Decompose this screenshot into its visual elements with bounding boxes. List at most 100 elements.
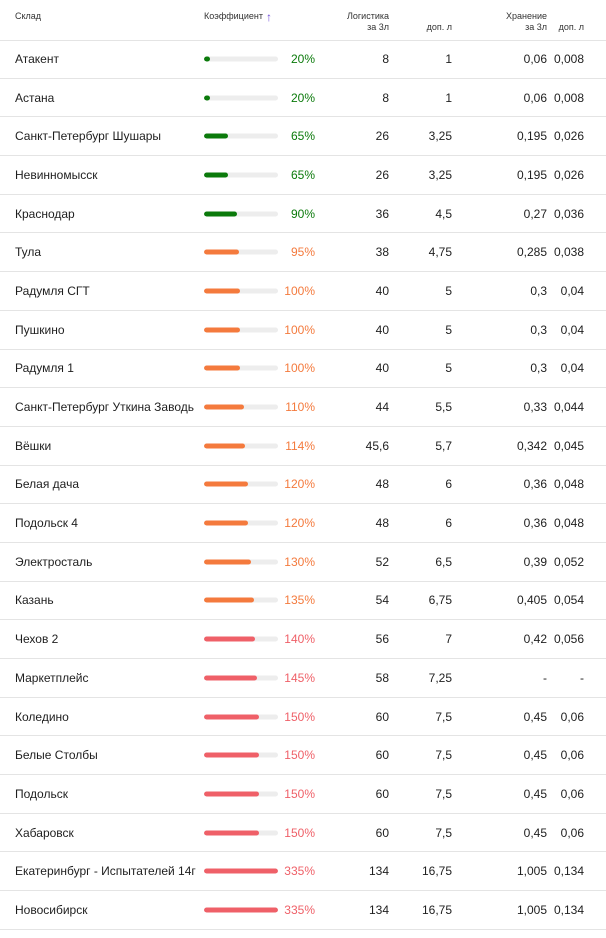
coefficient-bar <box>204 559 278 565</box>
coefficient-value: 20% <box>290 52 315 67</box>
coefficient-value: 110% <box>285 400 315 415</box>
logistics-add-value: 5 <box>445 361 452 376</box>
coefficient-value: 135% <box>284 593 315 608</box>
coefficient-bar <box>204 868 278 874</box>
logistics-value: 40 <box>375 361 389 376</box>
table-row[interactable]: Маркетплейс 145% 58 7,25 - - <box>0 659 606 698</box>
table-row[interactable]: Радумля 1 100% 40 5 0,3 0,04 <box>0 350 606 389</box>
coefficient-bar <box>204 791 278 797</box>
coefficient-bar-fill <box>204 675 258 681</box>
storage-add-value: 0,134 <box>553 864 584 879</box>
storage-value: 0,285 <box>516 245 547 260</box>
table-row[interactable]: Хабаровск 150% 60 7,5 0,45 0,06 <box>0 814 606 853</box>
storage-add-value: 0,06 <box>560 709 584 724</box>
logistics-add-value: 5 <box>445 283 452 298</box>
logistics-add-value: 4,5 <box>435 206 452 221</box>
table-row[interactable]: Чехов 2 140% 56 7 0,42 0,056 <box>0 620 606 659</box>
storage-add-value: 0,036 <box>553 206 584 221</box>
table-row[interactable]: Невинномысск 65% 26 3,25 0,195 0,026 <box>0 156 606 195</box>
coefficient-value: 65% <box>290 167 315 182</box>
logistics-value: 56 <box>375 632 389 647</box>
storage-add-value: 0,134 <box>553 902 584 917</box>
table-row[interactable]: Подольск 4 120% 48 6 0,36 0,048 <box>0 504 606 543</box>
header-storage[interactable]: Хранение за 3л <box>506 11 547 33</box>
logistics-value: 26 <box>375 129 389 144</box>
warehouse-name: Атакент <box>15 52 59 67</box>
coefficient-value: 114% <box>285 438 315 453</box>
logistics-add-value: 6 <box>445 477 452 492</box>
sort-arrow-up-icon[interactable]: ↑ <box>265 9 272 24</box>
coefficient-bar-fill <box>204 133 228 139</box>
storage-add-value: 0,06 <box>560 786 584 801</box>
table-row[interactable]: Коледино 150% 60 7,5 0,45 0,06 <box>0 698 606 737</box>
coefficient-bar <box>204 752 278 758</box>
coefficient-bar-fill <box>204 443 246 449</box>
storage-add-value: 0,048 <box>553 477 584 492</box>
logistics-value: 38 <box>375 245 389 260</box>
header-coefficient[interactable]: Коэффициент ↑ <box>204 9 272 24</box>
coefficient-bar-fill <box>204 636 256 642</box>
coefficient-value: 145% <box>284 670 315 685</box>
coefficient-value: 150% <box>284 709 315 724</box>
logistics-value: 54 <box>375 593 389 608</box>
coefficient-value: 120% <box>284 477 315 492</box>
storage-value: 0,39 <box>523 554 547 569</box>
coefficient-value: 150% <box>284 786 315 801</box>
storage-value: 0,3 <box>530 322 547 337</box>
warehouse-name: Санкт-Петербург Шушары <box>15 129 162 144</box>
table-row[interactable]: Астана 20% 8 1 0,06 0,008 <box>0 79 606 118</box>
warehouse-name: Пушкино <box>15 322 65 337</box>
table-row[interactable]: Электросталь 130% 52 6,5 0,39 0,052 <box>0 543 606 582</box>
table-row[interactable]: Екатеринбург - Испытателей 14г 335% 134 16,… <box>0 852 606 892</box>
coefficient-value: 120% <box>284 516 315 531</box>
storage-value: 0,45 <box>523 709 547 724</box>
table-row[interactable]: Атакент 20% 8 1 0,06 0,008 <box>0 40 606 79</box>
table-row[interactable]: Пушкино 100% 40 5 0,3 0,04 <box>0 311 606 350</box>
warehouse-name: Краснодар <box>15 206 75 221</box>
coefficient-bar-fill <box>204 481 248 487</box>
logistics-value: 60 <box>375 709 389 724</box>
header-warehouse[interactable]: Склад <box>15 11 42 21</box>
table-row[interactable]: Казань 135% 54 6,75 0,405 0,054 <box>0 582 606 621</box>
logistics-value: 48 <box>375 477 389 492</box>
logistics-add-value: 7,5 <box>435 709 452 724</box>
logistics-value: 48 <box>375 516 389 531</box>
logistics-add-value: 3,25 <box>428 167 452 182</box>
table-row[interactable]: Белая дача 120% 48 6 0,36 0,048 <box>0 466 606 505</box>
logistics-value: 45,6 <box>365 438 389 453</box>
logistics-value: 8 <box>382 52 389 67</box>
storage-add-value: 0,008 <box>553 90 584 105</box>
header-logistics-line2: за 3л <box>367 22 389 32</box>
table-row[interactable]: Новосибирск 335% 134 16,75 1,005 0,134 <box>0 891 606 930</box>
coefficient-value: 150% <box>284 825 315 840</box>
storage-value: 0,3 <box>530 361 547 376</box>
header-logistics[interactable]: Логистика за 3л <box>347 11 389 33</box>
storage-add-value: 0,06 <box>560 825 584 840</box>
table-row[interactable]: Подольск 150% 60 7,5 0,45 0,06 <box>0 775 606 814</box>
table-row[interactable]: Санкт-Петербург Уткина Заводь 110% 44 5,5 0,… <box>0 388 606 427</box>
table-header: Склад Коэффициент ↑ Логистика за 3л доп.… <box>0 0 606 40</box>
table-row[interactable]: Радумля СГТ 100% 40 5 0,3 0,04 <box>0 272 606 311</box>
warehouse-name: Хабаровск <box>15 825 74 840</box>
coefficient-bar <box>204 249 278 255</box>
coefficient-bar <box>204 95 278 101</box>
logistics-value: 44 <box>375 400 389 415</box>
coefficient-bar <box>204 327 278 333</box>
header-storage-add[interactable]: доп. л <box>558 22 584 32</box>
coefficient-bar <box>204 636 278 642</box>
table-row[interactable]: Санкт-Петербург Шушары 65% 26 3,25 0,195 0,02… <box>0 117 606 157</box>
table-row[interactable]: Белые Столбы 150% 60 7,5 0,45 0,06 <box>0 736 606 776</box>
header-logistics-add[interactable]: доп. л <box>426 22 452 32</box>
storage-value: 0,06 <box>523 90 547 105</box>
storage-add-value: 0,026 <box>553 129 584 144</box>
coefficient-bar-fill <box>204 211 237 217</box>
table-row[interactable]: Краснодар 90% 36 4,5 0,27 0,036 <box>0 195 606 234</box>
coefficient-bar-fill <box>204 95 210 101</box>
table-row[interactable]: Тула 95% 38 4,75 0,285 0,038 <box>0 233 606 273</box>
coefficient-value: 100% <box>284 361 315 376</box>
table-row[interactable]: Вёшки 114% 45,6 5,7 0,342 0,045 <box>0 427 606 466</box>
coefficient-value: 20% <box>290 90 315 105</box>
storage-value: 0,27 <box>523 206 547 221</box>
storage-value: 0,36 <box>523 516 547 531</box>
storage-value: 0,45 <box>523 825 547 840</box>
